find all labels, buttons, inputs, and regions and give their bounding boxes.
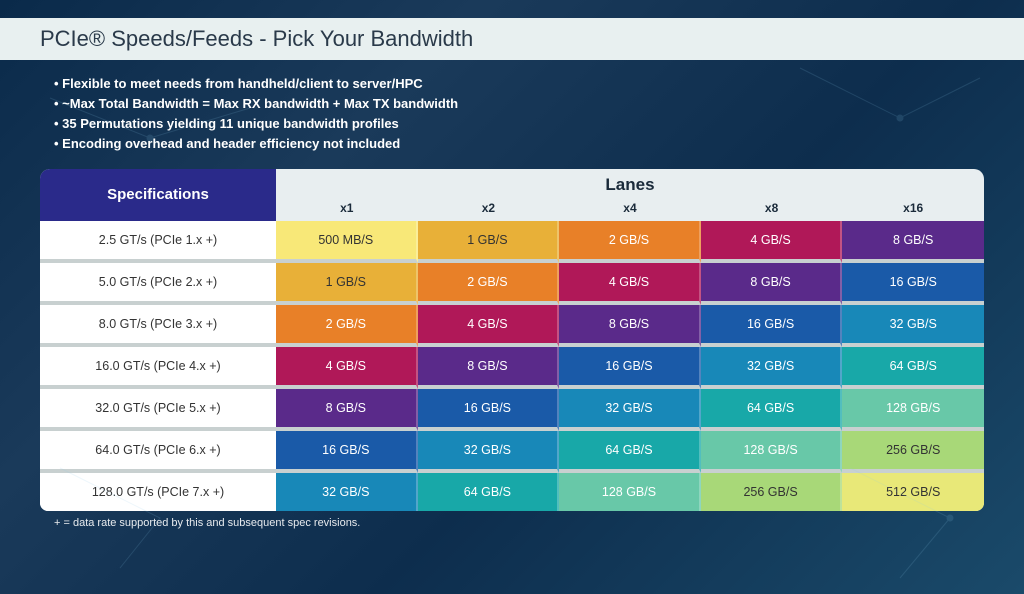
bandwidth-cell: 8 GB/S: [701, 263, 843, 305]
bandwidth-cell: 4 GB/S: [559, 263, 701, 305]
spec-header: Specifications: [40, 169, 276, 221]
footnote-text: + = data rate supported by this and subs…: [0, 511, 1024, 535]
spec-row-label: 32.0 GT/s (PCIe 5.x +): [40, 389, 276, 431]
bandwidth-cell: 32 GB/S: [701, 347, 843, 389]
bandwidth-cell: 16 GB/S: [418, 389, 560, 431]
lane-column-header: x2: [418, 197, 560, 221]
bandwidth-cell: 2 GB/S: [418, 263, 560, 305]
bullet-item: • 35 Permutations yielding 11 unique ban…: [54, 114, 970, 134]
spec-row-label: 2.5 GT/s (PCIe 1.x +): [40, 221, 276, 263]
bandwidth-cell: 2 GB/S: [559, 221, 701, 263]
bandwidth-cell: 4 GB/S: [418, 305, 560, 347]
bandwidth-cell: 32 GB/S: [842, 305, 984, 347]
bandwidth-cell: 500 MB/S: [276, 221, 418, 263]
spec-row-label: 64.0 GT/s (PCIe 6.x +): [40, 431, 276, 473]
bullet-item: • ~Max Total Bandwidth = Max RX bandwidt…: [54, 94, 970, 114]
bandwidth-cell: 64 GB/S: [559, 431, 701, 473]
bandwidth-cell: 2 GB/S: [276, 305, 418, 347]
bandwidth-cell: 16 GB/S: [842, 263, 984, 305]
bullet-list: • Flexible to meet needs from handheld/c…: [0, 60, 1024, 165]
bandwidth-cell: 32 GB/S: [276, 473, 418, 511]
bandwidth-cell: 32 GB/S: [559, 389, 701, 431]
bullet-item: • Flexible to meet needs from handheld/c…: [54, 74, 970, 94]
spec-row-label: 16.0 GT/s (PCIe 4.x +): [40, 347, 276, 389]
bandwidth-cell: 4 GB/S: [276, 347, 418, 389]
bandwidth-cell: 1 GB/S: [418, 221, 560, 263]
bandwidth-cell: 128 GB/S: [559, 473, 701, 511]
spec-row-label: 128.0 GT/s (PCIe 7.x +): [40, 473, 276, 511]
bandwidth-cell: 256 GB/S: [842, 431, 984, 473]
spec-row-label: 8.0 GT/s (PCIe 3.x +): [40, 305, 276, 347]
bandwidth-cell: 64 GB/S: [842, 347, 984, 389]
page-title: PCIe® Speeds/Feeds - Pick Your Bandwidth: [0, 18, 1024, 60]
lane-column-header: x8: [701, 197, 843, 221]
bandwidth-cell: 128 GB/S: [842, 389, 984, 431]
bandwidth-cell: 4 GB/S: [701, 221, 843, 263]
bandwidth-cell: 8 GB/S: [418, 347, 560, 389]
bullet-item: • Encoding overhead and header efficienc…: [54, 134, 970, 154]
bandwidth-cell: 16 GB/S: [276, 431, 418, 473]
lane-column-header: x4: [559, 197, 701, 221]
bandwidth-cell: 1 GB/S: [276, 263, 418, 305]
lane-column-header: x16: [842, 197, 984, 221]
lane-column-header: x1: [276, 197, 418, 221]
bandwidth-cell: 64 GB/S: [418, 473, 560, 511]
spec-row-label: 5.0 GT/s (PCIe 2.x +): [40, 263, 276, 305]
bandwidth-cell: 16 GB/S: [701, 305, 843, 347]
bandwidth-cell: 128 GB/S: [701, 431, 843, 473]
bandwidth-table: SpecificationsLanesx1x2x4x8x16 2.5 GT/s (…: [40, 169, 984, 511]
bandwidth-cell: 8 GB/S: [559, 305, 701, 347]
lanes-header: Lanes: [276, 169, 984, 197]
bandwidth-cell: 8 GB/S: [276, 389, 418, 431]
bandwidth-cell: 32 GB/S: [418, 431, 560, 473]
bandwidth-cell: 8 GB/S: [842, 221, 984, 263]
bandwidth-cell: 64 GB/S: [701, 389, 843, 431]
bandwidth-cell: 16 GB/S: [559, 347, 701, 389]
bandwidth-cell: 512 GB/S: [842, 473, 984, 511]
bandwidth-cell: 256 GB/S: [701, 473, 843, 511]
